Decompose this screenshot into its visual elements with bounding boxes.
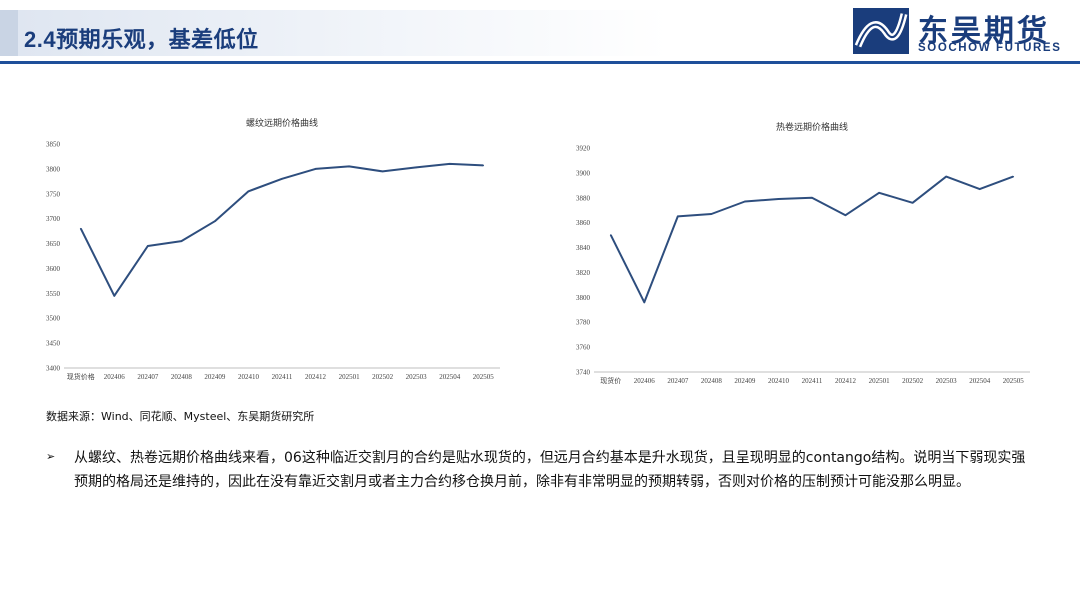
data-point (1012, 175, 1015, 178)
data-point (113, 295, 116, 297)
x-tick-label: 202503 (936, 377, 958, 385)
rebar-chart-svg: 螺纹远期价格曲线 3400 3450 3500 3550 3600 3650 3700 3750… (46, 117, 500, 381)
y-tick-label: 3800 (576, 294, 591, 302)
y-tick-label: 3760 (576, 344, 591, 352)
chart-title: 螺纹远期价格曲线 (246, 117, 318, 129)
y-tick-label: 3820 (576, 269, 591, 277)
x-tick-label: 202410 (768, 377, 790, 385)
price-curve-line (79, 162, 484, 297)
data-point (247, 190, 250, 193)
data-point (878, 192, 880, 194)
y-tick-label: 3600 (46, 265, 61, 273)
x-tick-label: 现货价格 (67, 372, 95, 381)
y-tick-label: 3780 (576, 319, 591, 327)
data-point (811, 196, 813, 199)
data-point (744, 200, 746, 203)
data-point (844, 214, 847, 216)
x-tick-label: 202501 (339, 373, 361, 381)
data-point (643, 301, 646, 304)
y-tick-label: 3750 (46, 190, 61, 198)
x-tick-label: 202411 (802, 377, 823, 385)
data-point (348, 165, 350, 168)
price-curve-line (609, 175, 1014, 304)
data-point (448, 163, 451, 165)
y-tick-label: 3400 (46, 365, 61, 373)
data-point (777, 198, 780, 200)
data-point (710, 213, 713, 215)
x-tick-label: 202502 (372, 373, 394, 381)
y-tick-label: 3900 (576, 169, 591, 177)
data-point (281, 178, 283, 180)
bullet-arrow-icon: ➢ (46, 450, 56, 463)
x-tick-label: 202410 (238, 373, 260, 381)
x-tick-label: 202502 (902, 377, 924, 385)
y-tick-label: 3700 (46, 215, 61, 223)
bullet-text: 从螺纹、热卷远期价格曲线来看，06这种临近交割月的合约是贴水现货的，但远月合约基… (74, 450, 1026, 490)
logo-chinese-name: 东吴期货 (918, 14, 1050, 49)
x-tick-label: 202409 (734, 377, 756, 385)
rebar-forward-curve-chart: 螺纹远期价格曲线 3400 3450 3500 3550 3600 3650 3700 3750… (30, 112, 530, 397)
hrc-forward-curve-chart: 热卷远期价格曲线 3740 3760 3780 3800 3820 3840 3860 3880… (556, 114, 1056, 399)
data-point (147, 245, 149, 247)
slide-title: 2.4预期乐观，基差低位 (24, 27, 259, 52)
y-tick-label: 3740 (576, 369, 591, 377)
header-divider (0, 61, 1080, 64)
x-tick-label: 202408 (171, 373, 193, 381)
x-tick-label: 202408 (701, 377, 723, 385)
x-tick-label: 202406 (634, 377, 656, 385)
x-tick-label: 202409 (204, 373, 226, 381)
y-tick-label: 3450 (46, 340, 61, 348)
y-tick-label: 3850 (46, 141, 61, 149)
y-tick-label: 3880 (576, 194, 591, 202)
data-point (214, 220, 216, 222)
data-point (415, 166, 417, 169)
soochow-logo-icon (853, 8, 909, 54)
y-tick-label: 3650 (46, 240, 61, 248)
y-tick-label: 3550 (46, 290, 61, 298)
x-tick-label: 202412 (835, 377, 857, 385)
chart-title: 热卷远期价格曲线 (776, 121, 848, 133)
y-tick-label: 3920 (576, 145, 591, 153)
data-point (381, 170, 384, 173)
y-tick-label: 3860 (576, 219, 591, 227)
hrc-chart-svg: 热卷远期价格曲线 3740 3760 3780 3800 3820 3840 3860 3880… (576, 121, 1030, 385)
bullet-point: ➢ 从螺纹、热卷远期价格曲线来看，06这种临近交割月的合约是贴水现货的，但远月合… (46, 446, 1036, 494)
x-tick-label: 202407 (667, 377, 689, 385)
data-point (180, 240, 183, 242)
data-point (609, 234, 612, 236)
data-point (945, 175, 947, 178)
data-point (911, 201, 914, 204)
y-tick-label: 3840 (576, 244, 591, 252)
data-point (482, 164, 485, 167)
header-band (18, 10, 668, 56)
y-tick-label: 3500 (46, 315, 61, 323)
x-tick-label: 现货价 (600, 376, 621, 385)
x-tick-label: 202407 (137, 373, 159, 381)
x-tick-label: 202412 (305, 373, 327, 381)
y-tick-label: 3800 (46, 165, 61, 173)
x-tick-label: 202406 (104, 373, 126, 381)
data-point (677, 215, 679, 218)
company-logo: 东吴期货 SOOCHOW FUTURES (852, 6, 1072, 58)
x-tick-label: 202503 (406, 373, 428, 381)
x-tick-label: 202411 (272, 373, 293, 381)
data-point (978, 188, 981, 190)
x-tick-label: 202504 (439, 373, 461, 381)
slide-header: 2.4预期乐观，基差低位 东吴期货 SOOCHOW FUTURES (0, 0, 1080, 66)
x-tick-label: 202505 (1003, 377, 1024, 385)
data-point (79, 227, 82, 230)
header-accent-strip (0, 10, 18, 56)
data-source-note: 数据来源：Wind、同花顺、Mysteel、东吴期货研究所 (46, 410, 315, 423)
x-tick-label: 202501 (869, 377, 891, 385)
x-tick-label: 202504 (969, 377, 991, 385)
x-tick-label: 202505 (473, 373, 495, 381)
logo-english-name: SOOCHOW FUTURES (918, 42, 1062, 54)
data-point (314, 168, 317, 170)
